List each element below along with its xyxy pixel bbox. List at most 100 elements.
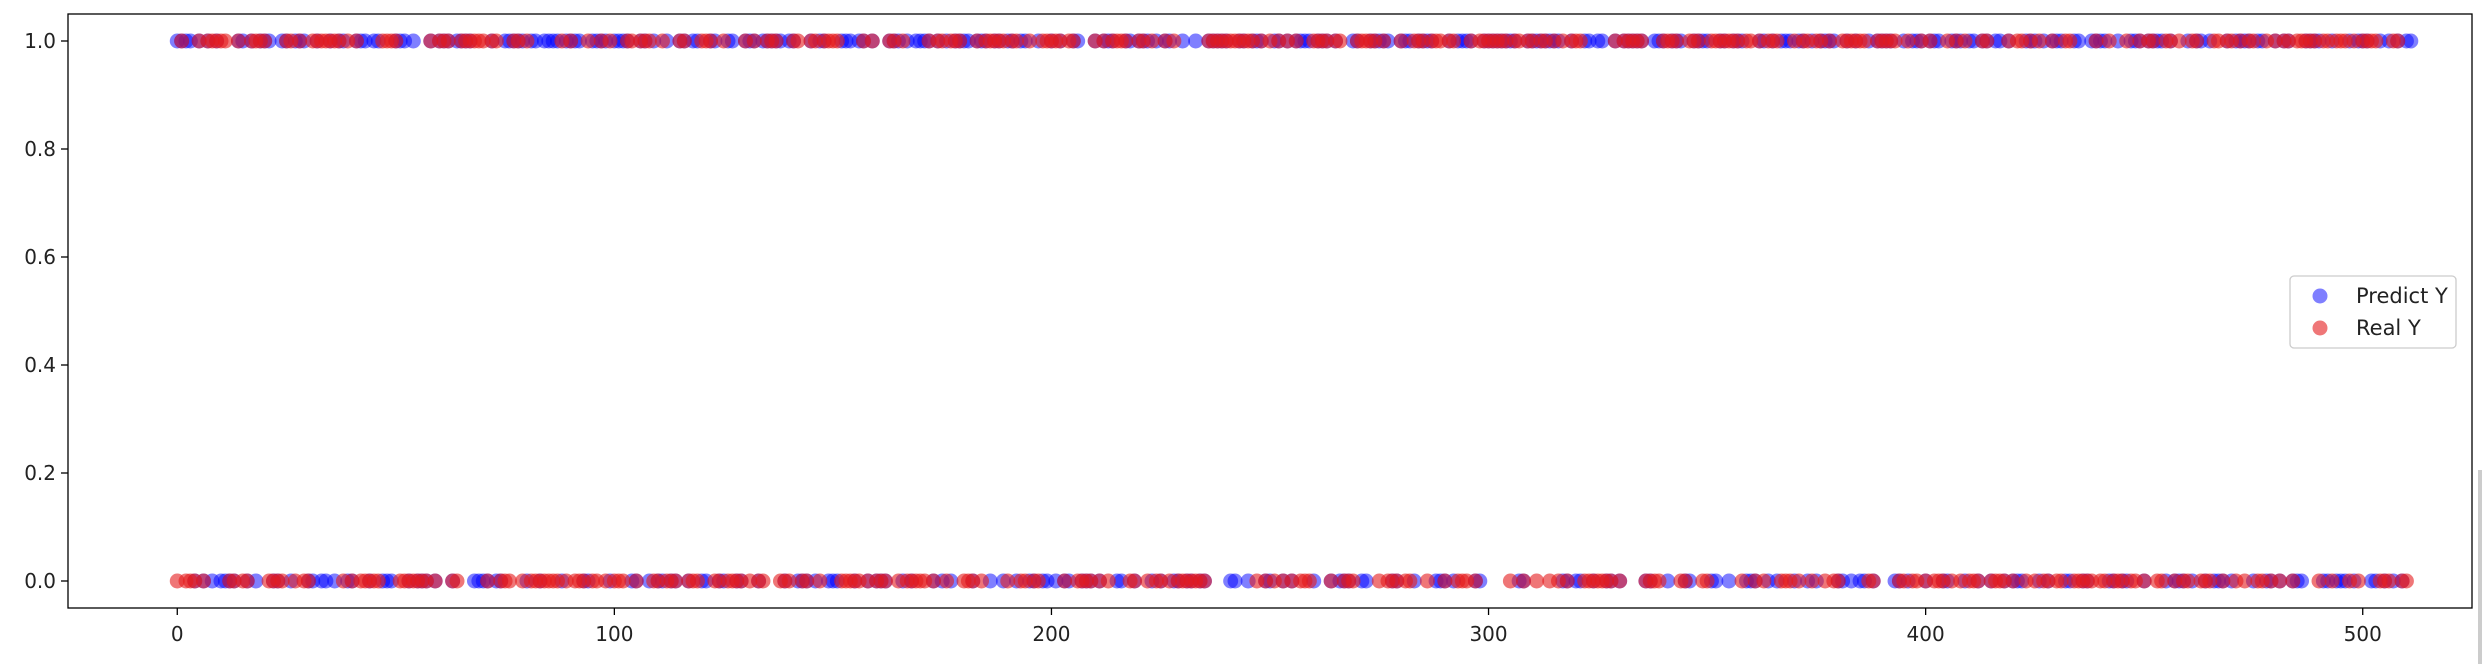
data-point: [1057, 573, 1073, 589]
data-point: [829, 33, 845, 49]
data-point: [1358, 573, 1374, 589]
data-point: [1376, 33, 1392, 49]
data-point: [1856, 33, 1872, 49]
data-point: [1008, 33, 1024, 49]
data-point: [1393, 33, 1409, 49]
data-point: [2145, 33, 2161, 49]
data-point: [1065, 33, 1081, 49]
y-tick-label: 0.2: [24, 461, 56, 485]
x-tick-label: 200: [1032, 622, 1070, 646]
y-tick-label: 0.6: [24, 245, 56, 269]
data-point: [1288, 33, 1304, 49]
data-point: [2202, 573, 2218, 589]
data-point: [1957, 33, 1973, 49]
data-point: [1721, 573, 1737, 589]
data-point: [703, 33, 719, 49]
data-point: [2272, 573, 2288, 589]
data-point: [781, 573, 797, 589]
data-point: [405, 33, 421, 49]
data-point: [1922, 33, 1938, 49]
data-point: [689, 573, 705, 589]
x-tick-label: 400: [1907, 622, 1945, 646]
data-point: [2062, 33, 2078, 49]
data-point: [2154, 573, 2170, 589]
x-tick-label: 300: [1469, 622, 1507, 646]
data-point: [239, 573, 255, 589]
data-point: [602, 33, 618, 49]
data-point: [1756, 573, 1772, 589]
y-tick-label: 0.8: [24, 137, 56, 161]
data-point: [925, 573, 941, 589]
data-point: [1690, 33, 1706, 49]
data-point: [1677, 573, 1693, 589]
data-point: [196, 573, 211, 589]
data-point: [1529, 573, 1545, 589]
data-point: [1979, 33, 1995, 49]
data-point: [1323, 573, 1339, 589]
data-point: [2285, 573, 2301, 589]
data-point: [716, 33, 732, 49]
data-point: [668, 573, 684, 589]
data-point: [2053, 573, 2069, 589]
data-point: [2350, 573, 2366, 589]
data-point: [1668, 33, 1684, 49]
data-point: [1301, 573, 1317, 589]
data-point: [427, 573, 443, 589]
data-point: [1699, 573, 1715, 589]
legend-label-real-y: Real Y: [2356, 316, 2421, 340]
data-point: [2324, 573, 2340, 589]
data-point: [230, 33, 246, 49]
data-point: [939, 573, 955, 589]
data-point: [1887, 33, 1903, 49]
data-point: [2136, 573, 2152, 589]
data-point: [1419, 573, 1435, 589]
data-point: [1437, 573, 1453, 589]
data-point: [1612, 573, 1628, 589]
data-point: [217, 33, 233, 49]
x-tick-label: 500: [2344, 622, 2382, 646]
data-point: [2403, 33, 2419, 49]
data-point: [2031, 33, 2047, 49]
data-point: [257, 33, 273, 49]
data-point: [1970, 573, 1986, 589]
y-tick-label: 1.0: [24, 29, 56, 53]
x-axis: 0 100 200 300 400 500: [171, 608, 2382, 646]
data-point: [488, 33, 504, 49]
legend-label-predict-y: Predict Y: [2356, 284, 2448, 308]
data-point: [877, 573, 893, 589]
y-tick-label: 0.0: [24, 569, 56, 593]
x-tick-label: 0: [171, 622, 184, 646]
data-point: [1769, 33, 1785, 49]
data-point: [1196, 573, 1212, 589]
data-point: [174, 33, 190, 49]
data-point: [2368, 33, 2384, 49]
data-point: [895, 33, 911, 49]
legend-marker-predict-y: [2312, 288, 2328, 304]
data-point: [654, 33, 670, 49]
legend-marker-real-y: [2312, 320, 2328, 336]
data-point: [2119, 33, 2135, 49]
data-point: [1516, 573, 1532, 589]
data-point: [370, 573, 386, 589]
data-point: [864, 33, 880, 49]
data-point: [2044, 33, 2060, 49]
data-point: [2215, 573, 2231, 589]
data-point: [746, 33, 762, 49]
data-point: [1166, 33, 1182, 49]
x-tick-label: 100: [595, 622, 633, 646]
data-point: [1022, 33, 1038, 49]
data-point: [1734, 573, 1750, 589]
data-point: [1791, 573, 1807, 589]
data-point: [1651, 573, 1667, 589]
data-point: [1821, 33, 1837, 49]
data-point: [1127, 573, 1142, 589]
data-point: [790, 33, 806, 49]
data-point: [480, 573, 496, 589]
data-point: [1804, 573, 1820, 589]
data-point: [768, 33, 784, 49]
data-point: [1030, 573, 1046, 589]
data-point: [628, 573, 644, 589]
data-point: [2381, 573, 2397, 589]
data-point: [799, 573, 815, 589]
